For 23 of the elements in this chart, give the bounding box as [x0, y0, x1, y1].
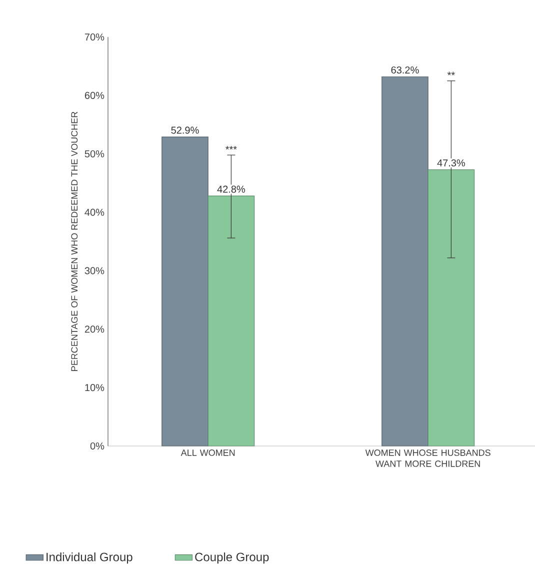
y-tick-label: 40% [84, 208, 104, 216]
y-axis-title: PERCENTAGE OF WOMEN WHO REDEEMED THE VOUCHER [71, 112, 78, 371]
data-label: 42.8% [217, 186, 246, 193]
bar [162, 136, 208, 446]
y-tick-label: 70% [84, 33, 104, 41]
annotation: *** [226, 146, 237, 150]
data-label: 52.9% [171, 126, 199, 134]
y-tick-label: 0% [90, 442, 104, 450]
y-tick-label: 20% [84, 326, 104, 333]
data-label: 47.3% [437, 159, 466, 166]
bar [382, 76, 428, 446]
bar [428, 169, 475, 446]
annotation: ** [447, 72, 455, 76]
x-tick-label: ALL WOMEN [180, 450, 235, 456]
data-label: 63.2% [391, 66, 419, 74]
legend-label: Individual Group [46, 552, 132, 564]
legend-label: Couple Group [195, 552, 269, 564]
y-tick-label: 60% [84, 92, 104, 99]
x-tick-label: WOMEN WHOSE HUSBANDS WANT MORE CHILDREN [365, 450, 490, 467]
bar [208, 196, 255, 446]
y-tick-label: 30% [84, 267, 104, 274]
y-tick-label: 10% [85, 384, 104, 392]
y-tick-label: 50% [84, 150, 104, 158]
